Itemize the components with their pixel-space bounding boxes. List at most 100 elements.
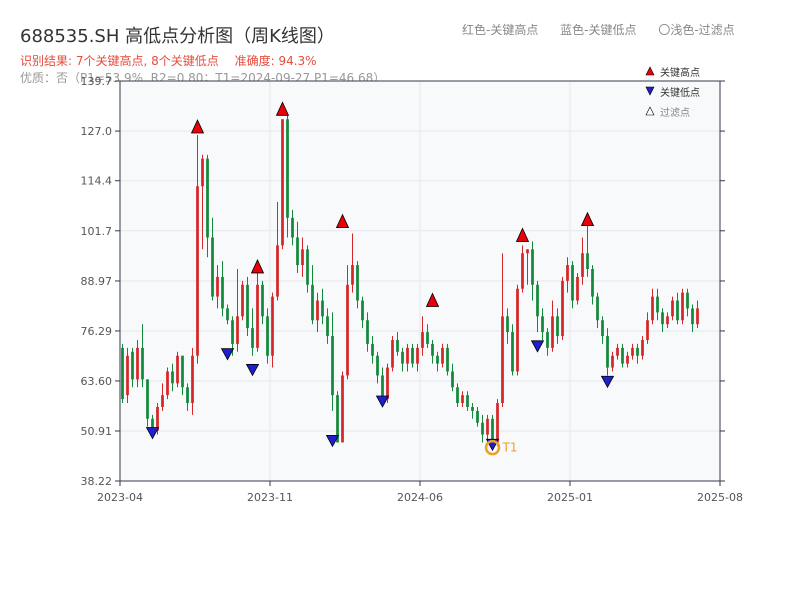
candle-body bbox=[526, 249, 529, 254]
candle-body bbox=[156, 406, 159, 431]
candle-body bbox=[576, 276, 579, 301]
candle-body bbox=[606, 336, 609, 368]
candle-body bbox=[621, 347, 624, 364]
legend-low-label: 关键低点 bbox=[660, 86, 700, 99]
candle-body bbox=[446, 347, 449, 372]
candle-body bbox=[641, 339, 644, 356]
candle-body bbox=[211, 237, 214, 297]
chart-title: 688535.SH 高低点分析图（周K线图） bbox=[20, 26, 335, 47]
candle-body bbox=[171, 371, 174, 384]
candle-body bbox=[691, 308, 694, 325]
candle-body bbox=[206, 158, 209, 238]
candle-body bbox=[186, 387, 189, 404]
t1-marker-ring bbox=[484, 439, 501, 456]
key-high-marker bbox=[580, 211, 595, 227]
candle-body bbox=[566, 265, 569, 281]
candle-body bbox=[126, 355, 129, 396]
candle-body bbox=[571, 265, 574, 301]
candle-body bbox=[261, 284, 264, 317]
candle-body bbox=[436, 355, 439, 364]
candle-body bbox=[481, 422, 484, 435]
candle-body bbox=[581, 253, 584, 277]
candle-body bbox=[396, 339, 399, 352]
candle-body bbox=[301, 249, 304, 266]
key-high-marker bbox=[515, 227, 530, 242]
candle-body bbox=[476, 410, 479, 423]
candle-body bbox=[131, 351, 134, 380]
key-low-marker bbox=[600, 375, 615, 389]
legend-red-text: 红色-关键高点 bbox=[462, 23, 539, 37]
color-legend: 红色-关键高点 蓝色-关键低点 〇浅色-过滤点 bbox=[462, 21, 735, 38]
candle-body bbox=[411, 347, 414, 364]
candle-body bbox=[381, 375, 384, 400]
y-tick-label: 114.4 bbox=[81, 175, 113, 188]
candle-body bbox=[311, 284, 314, 321]
candle-body bbox=[306, 249, 309, 285]
candle-body bbox=[431, 343, 434, 356]
y-tick-label: 63.60 bbox=[81, 375, 113, 388]
candle-body bbox=[656, 296, 659, 313]
candle-body bbox=[531, 249, 534, 285]
candle-body bbox=[561, 280, 564, 337]
candle-body bbox=[136, 347, 139, 380]
candle-body bbox=[366, 320, 369, 344]
y-tick-label: 50.91 bbox=[81, 425, 113, 438]
legend-high-icon bbox=[645, 66, 655, 76]
candle-body bbox=[466, 395, 469, 407]
candle-body bbox=[236, 316, 239, 344]
candle-body bbox=[676, 300, 679, 321]
candle-body bbox=[636, 347, 639, 356]
candle-body bbox=[246, 284, 249, 329]
legend-low-icon bbox=[645, 86, 655, 96]
accuracy-label: 准确度: 94.3% bbox=[234, 54, 317, 68]
y-tick-label: 139.7 bbox=[81, 75, 113, 88]
candle-body bbox=[461, 395, 464, 404]
candle-body bbox=[146, 379, 149, 419]
candle-body bbox=[341, 375, 344, 443]
x-tick-label: 2025-08 bbox=[697, 491, 743, 504]
candle-body bbox=[281, 119, 284, 246]
candle-body bbox=[471, 406, 474, 411]
key-high-marker bbox=[275, 101, 290, 116]
candle-body bbox=[151, 418, 154, 431]
candle-body bbox=[371, 343, 374, 356]
candle-body bbox=[406, 347, 409, 364]
candle-body bbox=[221, 276, 224, 309]
candle-body bbox=[141, 347, 144, 380]
candle-body bbox=[536, 284, 539, 317]
candle-body bbox=[616, 347, 619, 356]
candle-body bbox=[421, 332, 424, 348]
y-tick-label: 76.29 bbox=[81, 325, 113, 338]
candle-body bbox=[441, 347, 444, 364]
candle-body bbox=[316, 300, 319, 321]
legend-filtered-label: 过滤点 bbox=[660, 106, 690, 119]
candle-body bbox=[661, 312, 664, 325]
candle-body bbox=[326, 316, 329, 337]
candle-body bbox=[356, 265, 359, 301]
candle-body bbox=[176, 355, 179, 384]
candle-body bbox=[196, 186, 199, 356]
candles bbox=[121, 115, 699, 447]
candle-body bbox=[401, 351, 404, 364]
candle-body bbox=[256, 284, 259, 348]
candle-body bbox=[271, 296, 274, 356]
candle-body bbox=[551, 316, 554, 348]
candle-body bbox=[651, 296, 654, 321]
legend-filtered-icon bbox=[645, 106, 655, 116]
candle-body bbox=[346, 284, 349, 376]
candle-body bbox=[626, 355, 629, 364]
candle-body bbox=[611, 355, 614, 368]
key-low-marker bbox=[375, 395, 390, 408]
candle-body bbox=[491, 418, 494, 443]
candle-body bbox=[681, 292, 684, 321]
key-low-marker bbox=[145, 427, 160, 440]
y-tick-label: 101.7 bbox=[81, 225, 113, 238]
candle-body bbox=[391, 339, 394, 368]
key-low-marker bbox=[245, 364, 260, 377]
candle-body bbox=[631, 347, 634, 356]
x-tick-label: 2023-04 bbox=[97, 491, 143, 504]
candle-body bbox=[361, 300, 364, 321]
candle-body bbox=[336, 395, 339, 443]
x-tick-label: 2025-01 bbox=[547, 491, 593, 504]
legend-light-text: 〇浅色-过滤点 bbox=[658, 23, 735, 37]
